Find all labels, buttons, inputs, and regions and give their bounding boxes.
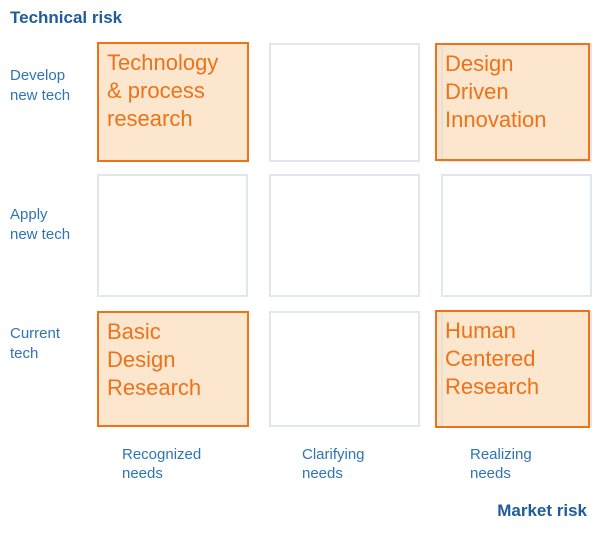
highlight-box-basic-design-research: Basic Design Research xyxy=(97,311,249,427)
row-label-develop-new-tech: Develop new tech xyxy=(10,67,71,104)
row-label-current-tech: Current tech xyxy=(10,325,61,362)
matrix-cell-current-clarifying xyxy=(269,311,420,427)
highlight-box-human-centered-research: Human Centered Research xyxy=(435,310,590,428)
highlight-box-technology-process-research: Technology & process research xyxy=(97,42,249,162)
col-label-recognized-needs: Recognized needs xyxy=(122,446,202,482)
matrix-cell-apply-recognized xyxy=(97,174,248,297)
col-label-realizing-needs: Realizing needs xyxy=(470,446,532,482)
matrix-cell-apply-clarifying xyxy=(269,174,420,297)
horizontal-axis-title: Market risk xyxy=(497,501,587,520)
col-label-clarifying-needs: Clarifying needs xyxy=(302,446,365,482)
matrix-cell-apply-realizing xyxy=(441,174,592,297)
vertical-axis-title: Technical risk xyxy=(10,8,123,27)
row-label-apply-new-tech: Apply new tech xyxy=(10,206,71,243)
matrix-cell-develop-clarifying xyxy=(269,43,420,162)
highlight-box-design-driven-innovation: Design Driven Innovation xyxy=(435,43,590,161)
